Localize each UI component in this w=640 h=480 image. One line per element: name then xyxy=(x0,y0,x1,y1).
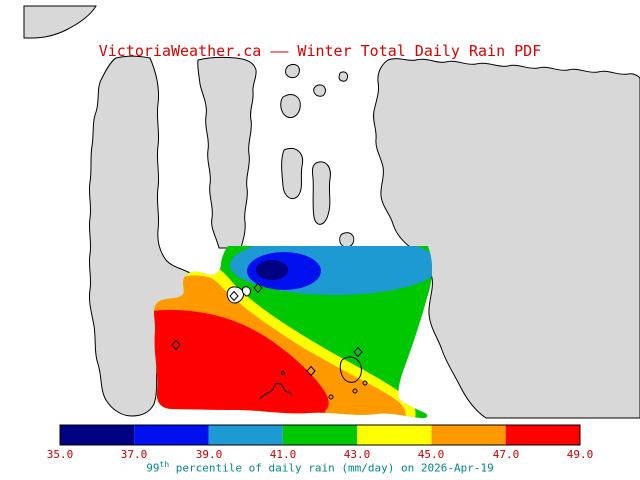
island-1 xyxy=(280,94,301,119)
colorbar-segment-3 xyxy=(282,425,358,445)
station-marker-icon xyxy=(353,346,363,358)
colorbar-segment-1 xyxy=(134,425,209,445)
island-5 xyxy=(285,63,300,79)
colorbar-tick-1: 37.0 xyxy=(120,448,148,461)
harbour-notch-1 xyxy=(226,286,244,304)
station-marker-icon xyxy=(229,290,239,302)
colorbar-tick-4: 43.0 xyxy=(343,448,371,461)
colorbar-tick-5: 45.0 xyxy=(417,448,445,461)
colorbar-caption: 99th percentile of daily rain (mm/day) o… xyxy=(0,460,640,475)
contour-band-35-37 xyxy=(256,260,288,280)
contour-band-47-49 xyxy=(153,309,329,419)
landmass-saanich-peninsula xyxy=(197,56,257,249)
colorbar-tick-3: 41.0 xyxy=(269,448,297,461)
harbour-notch-2 xyxy=(242,286,251,297)
colorbar-segment-2 xyxy=(208,425,283,445)
island-3 xyxy=(311,161,331,225)
station-marker-icon xyxy=(171,339,181,351)
contour-field xyxy=(153,246,433,419)
colorbar-tick-2: 39.0 xyxy=(195,448,223,461)
colorbar-segment-4 xyxy=(357,425,432,445)
islet-detail-4 xyxy=(281,371,285,375)
landmass-west-vancouver-island xyxy=(88,55,213,417)
island-4 xyxy=(339,232,355,248)
caption-value: 99 xyxy=(146,461,160,475)
colorbar-tick-0: 35.0 xyxy=(46,448,74,461)
island-6 xyxy=(313,84,326,97)
landmass-top-left-islet xyxy=(23,5,97,39)
islet-detail-1 xyxy=(352,388,358,394)
coastline-detail-victoria-harbour xyxy=(259,382,293,400)
islet-detail-3 xyxy=(328,394,334,400)
caption-superscript: th xyxy=(159,460,170,469)
colorbar-segment-5 xyxy=(431,425,506,445)
colorbar-segment-6 xyxy=(505,425,580,445)
island-7 xyxy=(338,71,348,82)
caption-rest: percentile of daily rain (mm/day) on 202… xyxy=(169,461,494,475)
colorbar-tick-6: 47.0 xyxy=(492,448,520,461)
station-marker-icon xyxy=(306,365,316,377)
colorbar-segment-0 xyxy=(60,425,135,445)
page-title: VictoriaWeather.ca —— Winter Total Daily… xyxy=(98,42,542,60)
colorbar-tick-7: 49.0 xyxy=(566,448,594,461)
islet-detail-2 xyxy=(362,380,368,386)
landmass-east-mainland xyxy=(373,58,640,419)
island-2 xyxy=(281,148,304,200)
station-marker-icon xyxy=(253,282,263,294)
coastline-detail-oak-bay xyxy=(339,356,362,383)
colorbar-border xyxy=(59,424,581,446)
colorbar xyxy=(59,424,581,446)
